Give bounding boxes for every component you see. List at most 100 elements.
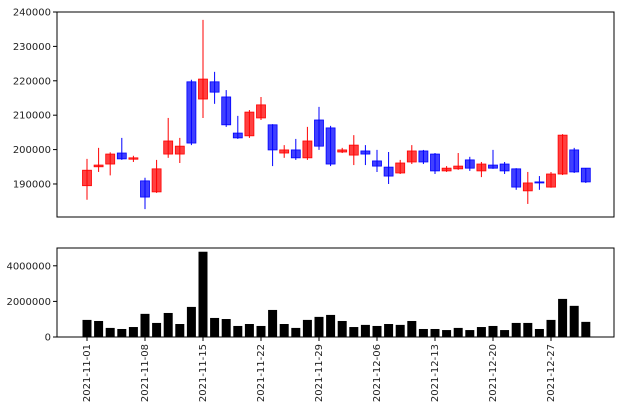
volume-bar — [337, 320, 347, 337]
volume-bar — [500, 330, 510, 337]
candle-body — [314, 119, 324, 147]
x-tick-label: 2021-11-22 — [256, 344, 267, 402]
volume-bar — [407, 320, 417, 337]
candle-body — [151, 168, 162, 193]
candle-body — [499, 163, 510, 172]
candle-body — [163, 140, 174, 155]
candle-body — [198, 78, 208, 100]
volume-bar — [117, 328, 127, 337]
candle-body — [256, 104, 266, 119]
volume-bar — [221, 319, 231, 337]
candle-body — [418, 150, 429, 163]
candle-body — [360, 150, 371, 155]
price-frame — [56, 11, 615, 218]
candle-body — [383, 166, 394, 177]
candle-body — [464, 159, 475, 169]
volume-bar — [326, 314, 336, 337]
x-tick-label: 2021-12-27 — [546, 344, 557, 402]
volume-bar — [418, 328, 428, 337]
volume-bar — [82, 319, 92, 337]
y-tick-label: 210000 — [13, 111, 51, 122]
volume-bar — [175, 324, 185, 337]
volume-bar — [430, 328, 440, 337]
volume-frame — [56, 247, 615, 338]
candle-body — [244, 111, 255, 137]
volume-bar — [349, 327, 359, 337]
candle-body — [279, 149, 290, 154]
candle-body — [267, 124, 278, 151]
volume-bar — [314, 316, 324, 337]
volume-bar — [291, 327, 301, 337]
volume-bar — [94, 320, 104, 337]
candle-body — [116, 152, 127, 160]
volume-bar — [558, 298, 568, 337]
y-tick-label: 0 — [45, 333, 51, 344]
x-tick-label: 2021-12-06 — [372, 344, 383, 402]
volume-bar — [105, 327, 115, 337]
volume-bar — [140, 313, 150, 337]
volume-bar — [152, 322, 162, 337]
y-tick-label: 230000 — [13, 42, 51, 53]
candle-body — [580, 167, 591, 183]
candle-body — [395, 162, 406, 174]
y-tick-label: 220000 — [13, 76, 51, 87]
candle-body — [430, 153, 440, 172]
candle-body — [82, 169, 92, 187]
candle-body — [406, 150, 417, 163]
volume-bar — [186, 306, 196, 337]
y-tick-label: 200000 — [13, 145, 51, 156]
candle-body — [534, 181, 545, 184]
volume-bar — [465, 330, 475, 337]
candle-body — [569, 149, 580, 173]
candle-body — [105, 153, 116, 165]
candle-body — [325, 127, 336, 165]
volume-bar — [268, 309, 278, 337]
candle-body — [337, 149, 348, 153]
candle-body — [174, 145, 185, 155]
y-tick-label: 240000 — [13, 8, 51, 19]
volume-bar — [256, 325, 266, 337]
x-tick-label: 2021-11-01 — [82, 344, 93, 402]
candle-body — [140, 180, 150, 198]
y-tick-label: 2000000 — [6, 297, 51, 308]
volume-bar — [198, 251, 208, 337]
volume-bar — [163, 312, 173, 337]
candle-body — [476, 163, 487, 172]
candle-body — [441, 167, 452, 172]
volume-bar — [442, 330, 452, 337]
candle-body — [128, 157, 139, 160]
y-tick-label: 4000000 — [6, 261, 51, 272]
candle-body — [546, 173, 556, 188]
candle-body — [488, 164, 498, 169]
candle-body — [557, 134, 568, 175]
candle-body — [93, 164, 104, 168]
candle-body — [221, 96, 232, 126]
candle-body — [186, 81, 197, 144]
volume-bar — [453, 327, 463, 337]
y-tick-label: 190000 — [13, 179, 51, 190]
volume-bar — [569, 305, 579, 337]
volume-bar — [523, 322, 533, 337]
volume-bar — [476, 327, 486, 337]
volume-bar — [534, 328, 544, 337]
x-tick-label: 2021-11-29 — [314, 344, 325, 402]
x-tick-label: 2021-11-08 — [140, 344, 151, 402]
volume-bar — [279, 324, 289, 337]
candle-body — [232, 132, 243, 139]
candle-body — [453, 165, 464, 170]
volume-bar — [233, 325, 243, 337]
volume-bar — [302, 319, 312, 337]
volume-bar — [546, 319, 556, 337]
candle-body — [348, 144, 359, 156]
volume-bar — [384, 324, 394, 337]
candle-body — [511, 168, 522, 188]
candle-body — [290, 149, 301, 159]
volume-bar — [488, 325, 498, 337]
volume-bar — [395, 324, 405, 337]
volume-bar — [128, 327, 138, 337]
candle-body — [209, 81, 220, 93]
candle-body — [372, 160, 382, 167]
volume-bar — [360, 324, 370, 337]
volume-bar — [210, 317, 220, 337]
